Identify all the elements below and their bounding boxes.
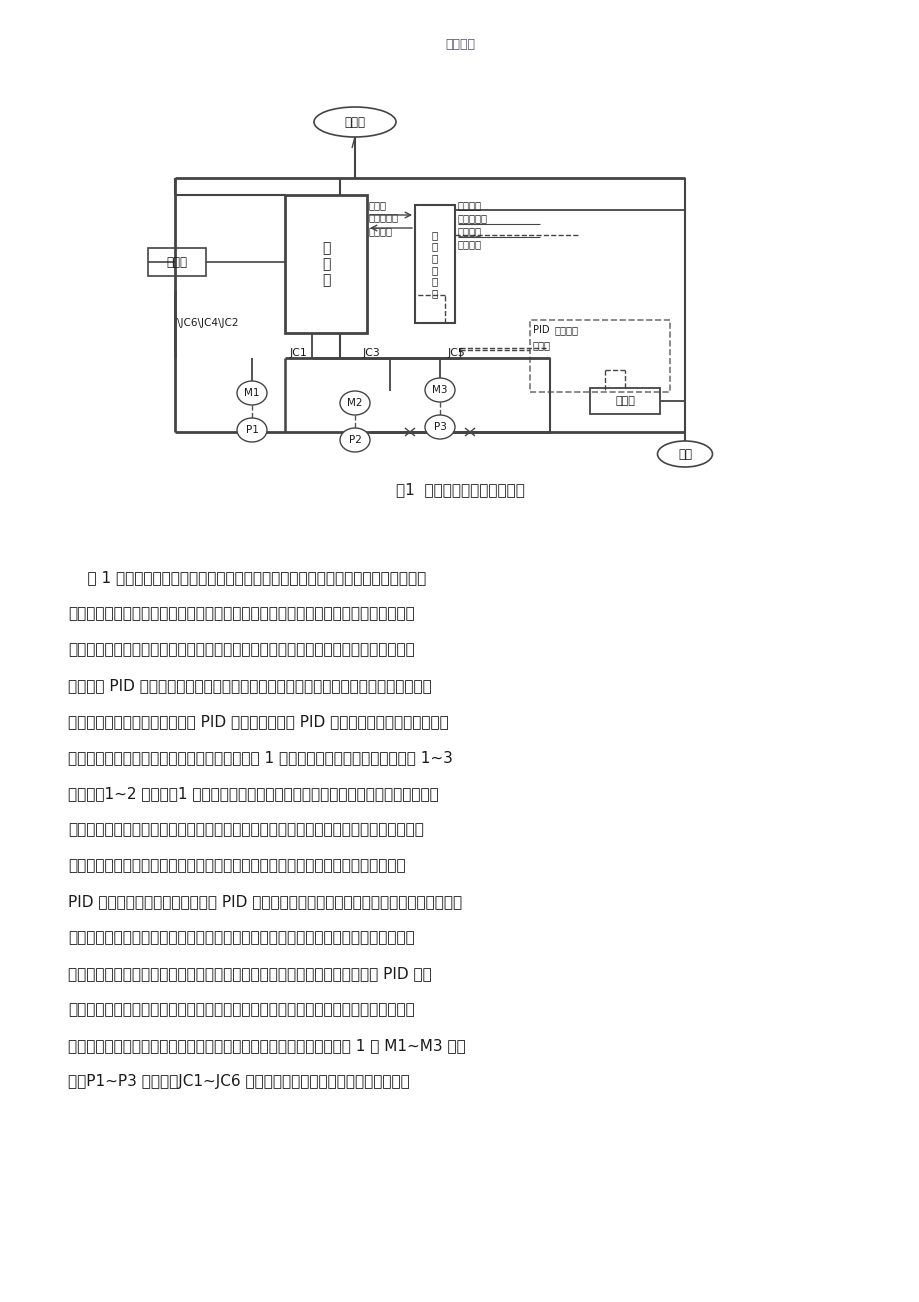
Text: 电起先工作时，先起动变频泵，管网水压到达设定値时，变频器的输出频率那么稳定在一: 电起先工作时，先起动变频泵，管网水压到达设定値时，变频器的输出频率那么稳定在一 [68, 822, 424, 837]
Text: P3: P3 [433, 422, 446, 432]
Text: 变
频
器: 变 频 器 [322, 241, 330, 288]
Text: 台水泵，1~2 台工作，1 台备用。在这些水泵中，一般只有一台变频泵。当供水设备供: 台水泵，1~2 台工作，1 台备用。在这些水泵中，一般只有一台变频泵。当供水设备… [68, 786, 438, 801]
Text: 故障指示: 故障指示 [458, 227, 482, 236]
Text: 主电源: 主电源 [344, 116, 365, 129]
Text: P2: P2 [348, 435, 361, 445]
Text: 传感器: 传感器 [615, 396, 634, 406]
Text: 机，P1~P3 为水泵，JC1~JC6 为电机起、停、相互切换的沟通接触器。: 机，P1~P3 为水泵，JC1~JC6 为电机起、停、相互切换的沟通接触器。 [68, 1074, 409, 1088]
Text: 起、停信号: 起、停信号 [458, 214, 487, 223]
Bar [414, 204, 455, 323]
Text: PID 回路调整器，可编程限制器或 PID 回路调整器那么送出一个较用水量增加前大的信号，: PID 回路调整器，可编程限制器或 PID 回路调整器那么送出一个较用水量增加前… [68, 894, 461, 909]
Text: 可
编
程
控
制
器: 可 编 程 控 制 器 [431, 230, 437, 298]
Ellipse shape [340, 428, 369, 452]
Text: P1: P1 [245, 424, 258, 435]
Text: \JC6\JC4\JC2: \JC6\JC4\JC2 [176, 318, 238, 328]
Ellipse shape [425, 378, 455, 402]
Text: 运算后，输出给变频器一个转速调整信号，如图 1 中虚线所示。一般的供水设备限制 1~3: 运算后，输出给变频器一个转速调整信号，如图 1 中虚线所示。一般的供水设备限制 … [68, 750, 452, 766]
Text: 报警信号: 报警信号 [369, 227, 392, 236]
Ellipse shape [237, 381, 267, 405]
Ellipse shape [425, 415, 455, 439]
Bar [529, 320, 669, 392]
Bar [148, 247, 206, 276]
Text: 调整器就发出限制信号，起动一台工频泵，其他泵依次类推。反之，当用水量削减，变: 调整器就发出限制信号，起动一台工频泵，其他泵依次类推。反之，当用水量削减，变 [68, 1003, 414, 1017]
Ellipse shape [313, 107, 395, 137]
Text: 用户: 用户 [677, 448, 691, 461]
Text: 起动器: 起动器 [166, 255, 187, 268]
Text: JC3: JC3 [363, 348, 380, 358]
Text: 管网水压连续变更。传感器的任务是检测管网水压，压力设定单元为系统供应满足用户: 管网水压连续变更。传感器的任务是检测管网水压，压力设定单元为系统供应满足用户 [68, 605, 414, 621]
Text: 变频器: 变频器 [369, 201, 387, 210]
Text: 图1  以往的变频恒压供水系统: 图1 以往的变频恒压供水系统 [395, 482, 524, 497]
Text: 压力设定: 压力设定 [554, 326, 578, 335]
Text: 使变频器的输出频率上升，水泵的转速提高，水压上升。假如用水量增加很多，使变频: 使变频器的输出频率上升，水泵的转速提高，水压上升。假如用水量增加很多，使变频 [68, 930, 414, 945]
Text: 频器的输出频率到达最小値时，那么发出削减一台工频电机的厮嘱。图 1 中 M1~M3 为电: 频器的输出频率到达最小値时，那么发出削减一台工频电机的厮嘱。图 1 中 M1~M… [68, 1038, 465, 1053]
Text: M1: M1 [244, 388, 259, 398]
Text: 调节器: 调节器 [532, 340, 550, 350]
Bar [589, 388, 659, 414]
Text: 须要的水压期望値。压力设定信号和压力反应信号在输入可编程限制器后，经可编程控: 须要的水压期望値。压力设定信号和压力反应信号在输入可编程限制器后，经可编程控 [68, 642, 414, 658]
Ellipse shape [237, 418, 267, 441]
Bar [285, 195, 367, 333]
Ellipse shape [657, 441, 711, 467]
Text: M3: M3 [432, 385, 448, 395]
Text: 水泵电机: 水泵电机 [458, 201, 482, 210]
Text: 细心整理: 细心整理 [445, 38, 474, 51]
Text: 制器内部 PID 限制程序的计算，输出给变频器一个转速限制信号。还有一种方法是将压: 制器内部 PID 限制程序的计算，输出给变频器一个转速限制信号。还有一种方法是将… [68, 678, 431, 693]
Text: 压力设定: 压力设定 [458, 240, 482, 249]
Text: 力设定信号和压力反应信号送入 PID 回路调整器，由 PID 回路调整器在调整器内部进展: 力设定信号和压力反应信号送入 PID 回路调整器，由 PID 回路调整器在调整器… [68, 713, 448, 729]
Text: 定的数値上。而当用水量增加，水压降低时，传感器将这一信号送入可编程限制器或: 定的数値上。而当用水量增加，水压降低时，传感器将这一信号送入可编程限制器或 [68, 858, 405, 874]
Ellipse shape [340, 391, 369, 415]
Text: PID: PID [532, 326, 549, 335]
Text: 图 1 中变频器的作用是为电机供应可变频率的电源，实现电机的无级调速，从而使: 图 1 中变频器的作用是为电机供应可变频率的电源，实现电机的无级调速，从而使 [68, 570, 425, 585]
Text: JC1: JC1 [289, 348, 308, 358]
Text: 起、停信号: 起、停信号 [369, 212, 399, 223]
Text: JC5: JC5 [448, 348, 465, 358]
Text: 器的输出频率到达最大値，仍不能使管网水压到达设定値时，可编程限制器或 PID 回路: 器的输出频率到达最大値，仍不能使管网水压到达设定値时，可编程限制器或 PID 回… [68, 966, 431, 980]
Text: M2: M2 [346, 398, 362, 408]
